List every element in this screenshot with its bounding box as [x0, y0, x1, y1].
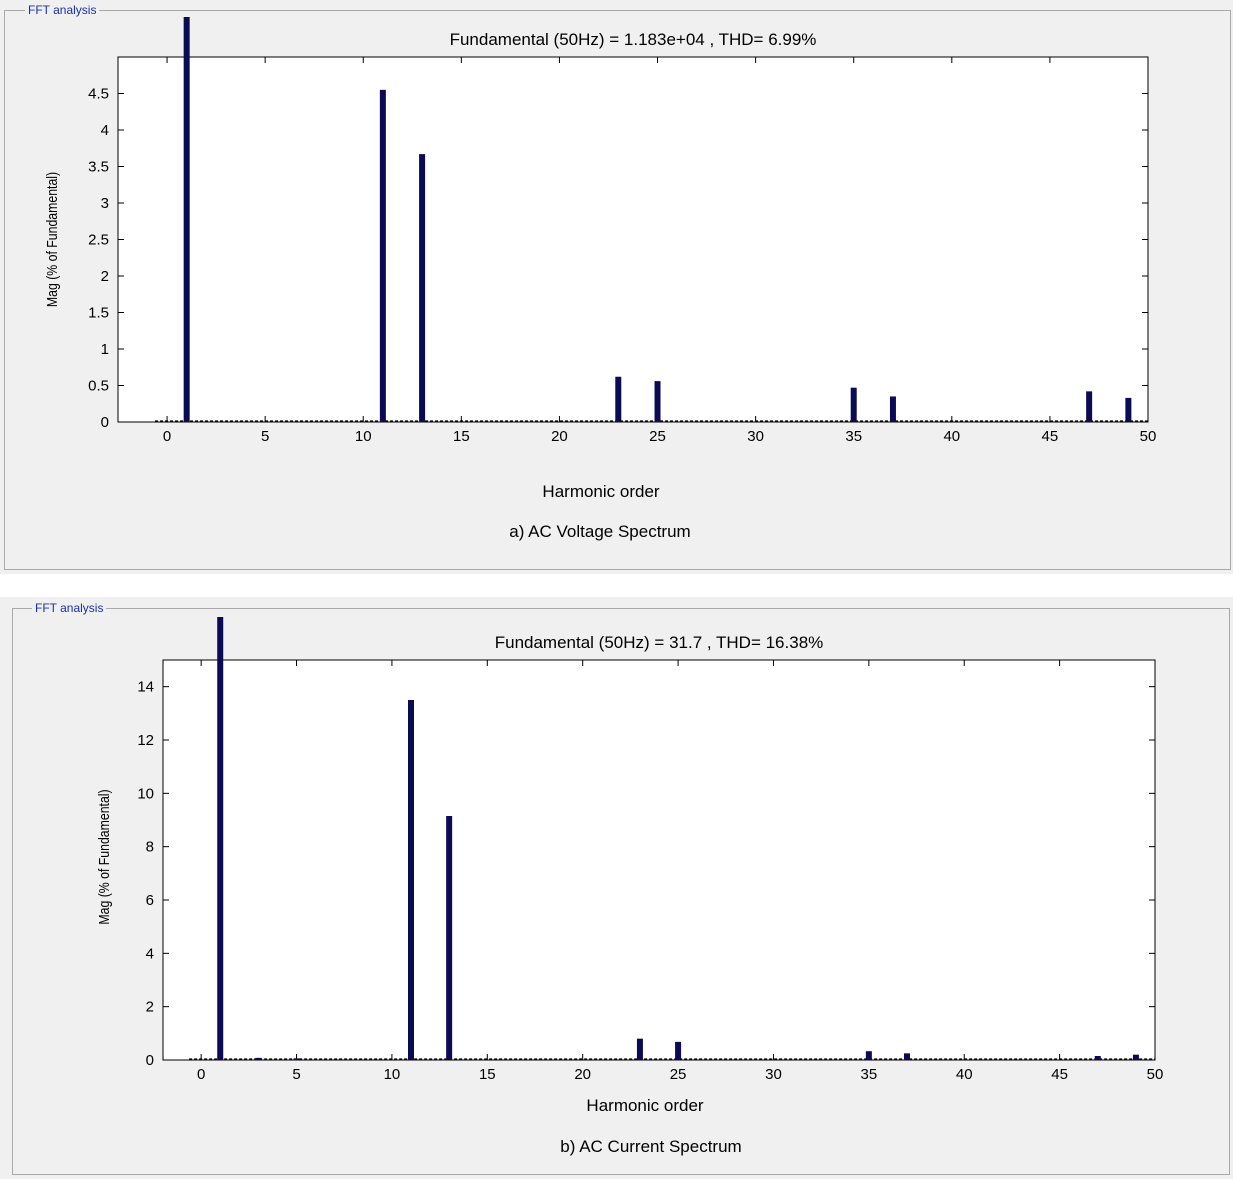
x-axis-label: Harmonic order [586, 1096, 703, 1115]
bar-harmonic-3 [255, 1057, 262, 1060]
bar-harmonic-1 [217, 617, 224, 1060]
bar-harmonic-1 [183, 17, 190, 422]
fft-analysis-groupbox: FFT analysis [4, 2, 1231, 570]
x-tick-label: 15 [479, 1066, 496, 1083]
x-tick-label: 50 [1140, 428, 1157, 445]
x-tick-label: 30 [747, 428, 764, 445]
y-tick-label: 3.5 [88, 159, 109, 176]
bar-harmonic-13 [419, 154, 426, 422]
bar-harmonic-35 [865, 1051, 872, 1060]
x-tick-label: 20 [551, 428, 568, 445]
bar-harmonic-11 [379, 89, 386, 422]
bar-harmonic-49 [1125, 397, 1132, 422]
bar-harmonic-37 [889, 396, 896, 422]
bar-harmonic-25 [654, 381, 661, 422]
y-tick-label: 4 [146, 945, 154, 962]
y-tick-label: 14 [137, 679, 154, 696]
y-axis-label: Mag (% of Fundamental) [44, 172, 60, 307]
y-tick-label: 4.5 [88, 86, 109, 103]
bar-harmonic-35 [850, 387, 857, 422]
bar-harmonic-5 [293, 1058, 300, 1060]
y-tick-label: 3 [101, 195, 109, 212]
y-axis-label: Mag (% of Fundamental) [96, 789, 112, 924]
x-tick-label: 20 [574, 1066, 591, 1083]
x-tick-label: 10 [384, 1066, 401, 1083]
x-tick-label: 50 [1147, 1066, 1164, 1083]
fft-panel-voltage: FFT analysis 0 5 10 15 20 25 30 35 40 45 50 0 0.5 1 1.… [0, 0, 1233, 574]
x-tick-label: 0 [163, 428, 171, 445]
x-tick-label: 35 [845, 428, 862, 445]
x-tick-label: 5 [292, 1066, 300, 1083]
bar-harmonic-47 [1094, 1056, 1101, 1060]
y-tick-label: 4 [101, 122, 109, 139]
y-tick-label: 8 [146, 839, 154, 856]
groupbox-label: FFT analysis [25, 2, 100, 18]
y-tick-label: 1 [101, 341, 109, 358]
groupbox-label: FFT analysis [32, 600, 107, 616]
x-tick-label: 35 [861, 1066, 878, 1083]
x-tick-label: 10 [355, 428, 372, 445]
y-tick-label: 0.5 [88, 378, 109, 395]
x-tick-label: 0 [197, 1066, 205, 1083]
x-tick-label: 45 [1051, 1066, 1068, 1083]
y-tick-label: 2 [146, 999, 154, 1016]
y-tick-label: 0 [146, 1052, 154, 1069]
plot-area [162, 659, 1156, 1061]
x-tick-label: 45 [1042, 428, 1059, 445]
y-tick-label: 0 [101, 414, 109, 431]
fft-analysis-groupbox: FFT analysis [12, 600, 1230, 1175]
x-tick-label: 5 [261, 428, 269, 445]
figure-caption: a) AC Voltage Spectrum [509, 522, 690, 541]
current-spectrum-chart: 0 5 10 15 20 25 30 35 40 45 50 0 2 4 6 8 10 12 14 Fundament… [96, 617, 1164, 1156]
bar-harmonic-25 [675, 1041, 682, 1060]
y-tick-label: 2 [101, 268, 109, 285]
bar-harmonic-11 [408, 700, 414, 1060]
x-tick-label: 40 [956, 1066, 973, 1083]
fft-panel-current: FFT analysis 0 5 10 15 20 25 30 35 40 45 50 0 2 4 6 8 10… [0, 597, 1233, 1179]
figure-caption: b) AC Current Spectrum [560, 1137, 741, 1156]
voltage-spectrum-chart: 0 5 10 15 20 25 30 35 40 45 50 0 0.5 1 1.5 2 2.5 3 3.5 4 4.5… [44, 17, 1157, 541]
x-tick-label: 40 [943, 428, 960, 445]
plot-area [117, 56, 1149, 423]
chart-title: Fundamental (50Hz) = 1.183e+04 , THD= 6.… [450, 30, 817, 49]
y-tick-label: 6 [146, 892, 154, 909]
bar-harmonic-23 [636, 1038, 643, 1060]
y-tick-label: 1.5 [88, 305, 109, 322]
x-tick-label: 25 [649, 428, 666, 445]
x-axis-label: Harmonic order [542, 482, 659, 501]
chart-title: Fundamental (50Hz) = 31.7 , THD= 16.38% [495, 633, 824, 652]
y-tick-label: 10 [137, 785, 154, 802]
x-tick-label: 15 [453, 428, 470, 445]
bar-harmonic-23 [615, 376, 622, 422]
bar-harmonic-37 [904, 1053, 910, 1060]
y-tick-label: 2.5 [88, 232, 109, 249]
x-tick-label: 25 [670, 1066, 687, 1083]
y-tick-label: 12 [137, 732, 154, 749]
x-tick-label: 30 [765, 1066, 782, 1083]
bar-harmonic-13 [446, 816, 453, 1060]
bar-harmonic-47 [1086, 391, 1093, 422]
bar-harmonic-49 [1132, 1054, 1139, 1060]
